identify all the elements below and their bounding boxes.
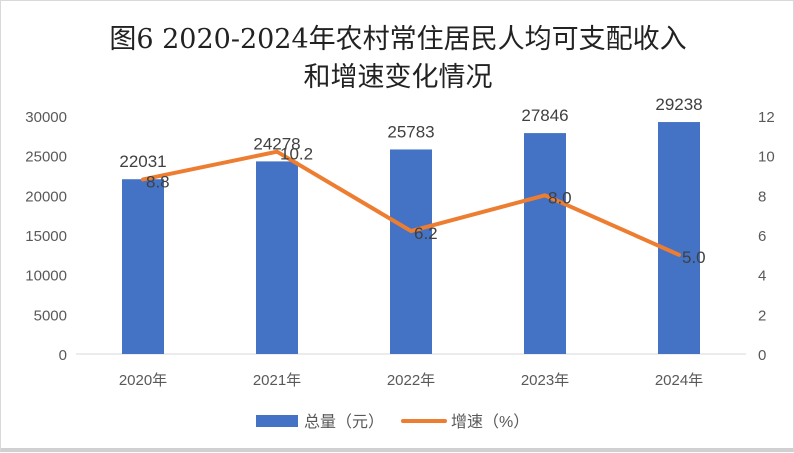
- y-left-tick-label: 20000: [25, 188, 67, 205]
- legend-bar-swatch: [256, 415, 298, 427]
- line-data-label: 8.8: [146, 172, 170, 191]
- x-tick-label: 2022年: [387, 372, 435, 389]
- legend-line-label: 增速（%）: [451, 413, 529, 431]
- bar: [658, 122, 700, 354]
- y-left-tick-label: 10000: [25, 268, 67, 285]
- bar-data-label: 24278: [253, 134, 300, 153]
- y-right-tick-label: 8: [758, 188, 766, 205]
- line-data-label: 8.0: [548, 188, 572, 207]
- line-data-label: 6.2: [414, 224, 438, 243]
- bar-data-label: 29238: [655, 95, 702, 114]
- bar: [524, 133, 566, 354]
- y-right-tick-label: 2: [758, 307, 766, 324]
- y-left-tick-label: 5000: [34, 307, 67, 324]
- bar-data-label: 25783: [387, 122, 434, 141]
- x-tick-label: 2024年: [655, 372, 703, 389]
- line-data-label: 10.2: [280, 145, 313, 164]
- bar: [390, 149, 432, 354]
- y-right-tick-label: 12: [758, 109, 775, 126]
- y-right-tick-label: 6: [758, 228, 766, 245]
- x-tick-label: 2020年: [119, 372, 167, 389]
- bar: [256, 161, 298, 354]
- legend-bar-label: 总量（元）: [304, 413, 384, 431]
- bar-data-label: 22031: [119, 152, 166, 171]
- line-data-label: 5.0: [682, 248, 706, 267]
- bar-data-label: 27846: [521, 106, 568, 125]
- x-tick-label: 2021年: [253, 372, 301, 389]
- x-tick-label: 2023年: [521, 372, 569, 389]
- chart-title-line2: 和增速变化情况: [303, 62, 493, 93]
- y-right-tick-label: 0: [758, 347, 766, 364]
- y-left-tick-label: 15000: [25, 228, 67, 245]
- y-right-tick-label: 4: [758, 268, 766, 285]
- y-left-tick-label: 25000: [25, 149, 67, 166]
- y-left-tick-label: 30000: [25, 109, 67, 126]
- chart-title-line1: 图6 2020-2024年农村常住居民人均可支配收入: [109, 24, 687, 55]
- y-right-tick-label: 10: [758, 149, 775, 166]
- growth-line: [141, 149, 681, 257]
- y-left-tick-label: 0: [59, 347, 67, 364]
- bar: [122, 179, 164, 354]
